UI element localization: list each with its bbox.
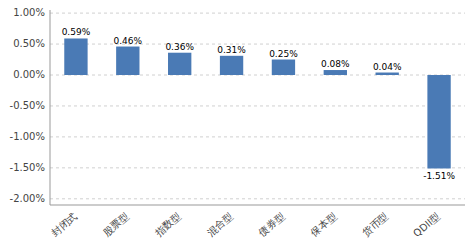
grid-line xyxy=(50,13,465,14)
grid-line xyxy=(50,167,465,168)
y-tick-label: -0.50% xyxy=(10,100,45,111)
data-label: 0.36% xyxy=(165,42,194,52)
grid-line xyxy=(50,136,465,137)
y-tick-label: 1.00% xyxy=(13,7,45,18)
data-label: -1.51% xyxy=(423,171,455,181)
bar xyxy=(168,53,191,75)
chart: -2.00% -1.50% -1.00% -0.50% 0.00% 0.50% 1.00% 0… xyxy=(0,0,475,252)
data-label: 0.59% xyxy=(62,27,91,37)
bar xyxy=(220,56,243,75)
y-tick-label: 0.50% xyxy=(13,38,45,49)
bar xyxy=(376,73,399,75)
data-label: 0.08% xyxy=(321,59,350,69)
x-tick-label: 债券型 xyxy=(257,210,287,238)
bar xyxy=(427,75,450,168)
data-label: 0.04% xyxy=(373,62,402,72)
x-tick-label: 指数型 xyxy=(152,210,183,238)
y-tick-label: -1.50% xyxy=(10,162,45,173)
grid-line xyxy=(50,44,465,45)
bars xyxy=(64,38,450,168)
grid-line xyxy=(50,105,465,106)
bar xyxy=(272,60,295,75)
grid-line xyxy=(50,75,465,76)
y-tick-label: -1.00% xyxy=(10,131,45,142)
bar xyxy=(324,70,347,75)
x-tick-label: QDII型 xyxy=(411,210,442,239)
data-label: 0.25% xyxy=(269,49,298,59)
x-tick-label: 股票型 xyxy=(101,210,131,238)
x-tick-label: 封闭式 xyxy=(49,210,79,238)
y-tick-label: -2.00% xyxy=(10,193,45,204)
x-axis-line xyxy=(50,205,465,206)
x-tick-label: 混合型 xyxy=(205,210,235,238)
x-axis: 封闭式股票型指数型混合型债券型保本型货币型 QDII型 xyxy=(49,210,442,239)
y-tick-label: 0.00% xyxy=(13,69,45,80)
bar xyxy=(64,38,87,75)
x-tick-label: 保本型 xyxy=(308,210,338,238)
bar xyxy=(116,47,139,75)
x-tick-label: 货币型 xyxy=(360,210,390,238)
data-label: 0.46% xyxy=(114,36,143,46)
data-label: 0.31% xyxy=(217,45,246,55)
y-axis-line xyxy=(50,10,51,205)
data-labels: 0.59% 0.46% 0.36% 0.31% 0.25% 0.08% 0.04% -1.51… xyxy=(62,27,456,181)
y-axis: -2.00% -1.50% -1.00% -0.50% 0.00% 0.50% 1.00% xyxy=(10,7,465,204)
grid-line xyxy=(50,198,465,199)
